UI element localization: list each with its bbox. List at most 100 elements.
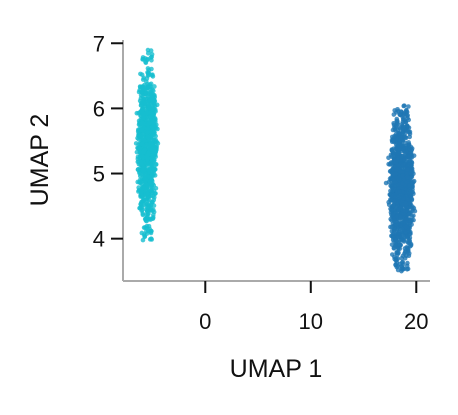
scatter-point xyxy=(392,243,398,249)
scatter-point xyxy=(404,216,409,221)
scatter-point xyxy=(151,165,157,171)
scatter-point xyxy=(406,140,411,145)
cluster-1 xyxy=(133,47,161,243)
scatter-point xyxy=(140,212,146,218)
scatter-point xyxy=(140,141,145,147)
scatter-point xyxy=(391,216,397,222)
scatter-point xyxy=(144,90,149,96)
scatter-point xyxy=(395,157,400,163)
scatter-point xyxy=(397,135,403,141)
scatter-point xyxy=(393,167,399,172)
scatter-point xyxy=(139,109,145,114)
scatter-point xyxy=(408,144,414,150)
scatter-point xyxy=(151,121,157,127)
scatter-point xyxy=(405,260,410,266)
scatter-point xyxy=(143,229,149,234)
scatter-point xyxy=(144,111,150,116)
scatter-point xyxy=(406,117,411,123)
scatter-point xyxy=(402,118,408,123)
scatter-point xyxy=(153,162,159,167)
scatter-point xyxy=(154,102,160,108)
scatter-point xyxy=(145,209,150,215)
ticks-layer: 0 10 20 4 5 6 7 xyxy=(93,31,429,334)
scatter-point xyxy=(398,214,403,220)
scatter-point xyxy=(140,132,146,137)
scatter-point xyxy=(393,150,398,155)
scatter-point xyxy=(403,229,408,235)
y-tick-label: 4 xyxy=(93,227,105,252)
scatter-point xyxy=(146,198,152,203)
scatter-point xyxy=(411,171,416,177)
cluster-2 xyxy=(383,103,418,274)
scatter-point xyxy=(399,264,405,270)
scatter-point xyxy=(153,154,158,159)
scatter-point xyxy=(400,208,406,213)
scatter-point xyxy=(408,243,414,248)
scatter-point xyxy=(140,149,146,155)
scatter-point xyxy=(141,135,146,141)
scatter-point xyxy=(145,85,151,90)
scatter-point xyxy=(152,116,158,121)
scatter-point xyxy=(409,222,414,227)
scatter-point xyxy=(407,154,412,160)
scatter-point xyxy=(393,237,399,243)
scatter-point xyxy=(146,103,152,109)
x-axis-label: UMAP 1 xyxy=(230,355,323,383)
scatter-point xyxy=(145,135,151,140)
scatter-point xyxy=(408,167,414,173)
scatter-point xyxy=(151,97,157,102)
scatter-point xyxy=(399,121,405,127)
scatter-point xyxy=(396,250,401,255)
x-tick-label: 10 xyxy=(299,309,323,334)
scatter-point xyxy=(400,125,406,131)
scatter-point xyxy=(150,111,155,117)
x-tick-label: 20 xyxy=(404,309,428,334)
scatter-point xyxy=(146,202,152,208)
scatter-point xyxy=(406,125,412,130)
scatter-point xyxy=(145,130,150,135)
scatter-point xyxy=(400,173,405,179)
y-tick-label: 6 xyxy=(93,96,105,121)
scatter-point xyxy=(145,191,150,196)
scatter-point xyxy=(400,162,406,168)
scatter-point xyxy=(149,162,154,168)
scatter-point xyxy=(393,180,398,185)
scatter-point xyxy=(401,112,406,117)
scatter-point xyxy=(137,121,143,127)
scatter-point xyxy=(405,167,410,172)
scatter-point xyxy=(151,149,157,155)
scatter-point xyxy=(139,186,145,192)
scatter-point xyxy=(406,212,412,217)
scatter-point xyxy=(404,244,410,250)
scatter-point xyxy=(142,56,148,61)
scatter-point xyxy=(150,181,155,187)
scatter-point xyxy=(138,71,143,77)
scatter-point xyxy=(395,231,401,236)
scatter-point xyxy=(396,246,401,251)
axes-layer xyxy=(122,40,430,282)
scatter-point xyxy=(399,143,405,148)
scatter-point xyxy=(392,198,397,204)
scatter-point xyxy=(145,66,151,71)
scatter-point xyxy=(147,167,152,173)
scatter-point xyxy=(146,217,152,222)
scatter-point xyxy=(404,201,409,207)
scatter-point xyxy=(149,177,155,182)
scatter-point xyxy=(395,221,401,226)
scatter-point xyxy=(395,106,400,112)
scatter-point xyxy=(140,154,145,159)
scatter-point xyxy=(150,216,155,221)
scatter-point xyxy=(145,162,151,168)
scatter-point xyxy=(403,135,409,141)
scatter-point xyxy=(394,118,400,124)
scatter-point xyxy=(149,133,155,139)
scatter-point xyxy=(402,103,407,108)
scatter-point xyxy=(147,229,153,235)
scatter-point xyxy=(408,163,414,169)
scatter-point xyxy=(400,180,405,186)
scatter-point xyxy=(140,237,146,243)
scatter-point xyxy=(147,237,153,242)
scatter-point xyxy=(141,225,147,230)
scatter-point xyxy=(137,134,142,140)
scatter-point xyxy=(148,207,154,213)
